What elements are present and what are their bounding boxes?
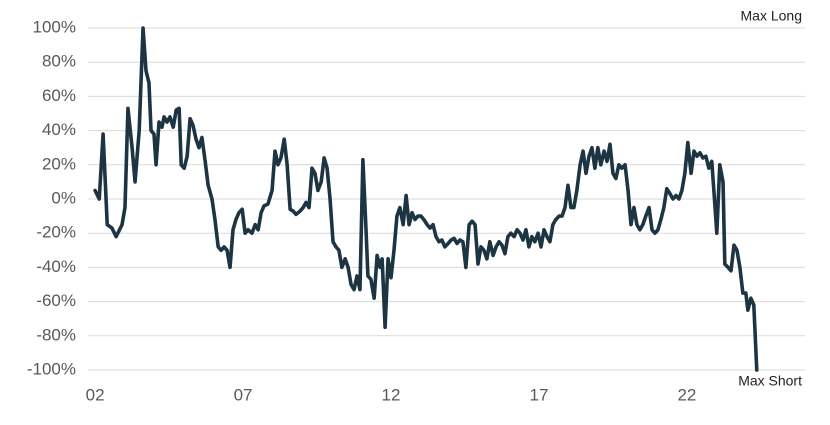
- x-tick-label: 17: [530, 385, 549, 404]
- x-tick-label: 07: [234, 385, 253, 404]
- data-line: [93, 26, 759, 372]
- y-tick-label: 100%: [33, 17, 76, 36]
- x-tick-label: 22: [677, 385, 696, 404]
- x-tick-label: 02: [86, 385, 105, 404]
- y-tick-label: 0%: [51, 188, 76, 207]
- y-tick-label: 60%: [42, 86, 76, 105]
- y-tick-label: -60%: [36, 291, 76, 310]
- annotation: Max Long: [741, 8, 802, 24]
- y-tick-label: 80%: [42, 52, 76, 71]
- y-tick-label: -80%: [36, 325, 76, 344]
- y-tick-label: -100%: [27, 359, 76, 378]
- annotation: Max Short: [738, 373, 802, 389]
- y-tick-label: -20%: [36, 223, 76, 242]
- y-tick-label: -40%: [36, 257, 76, 276]
- y-tick-label: 20%: [42, 154, 76, 173]
- x-tick-label: 12: [382, 385, 401, 404]
- y-tick-label: 40%: [42, 120, 76, 139]
